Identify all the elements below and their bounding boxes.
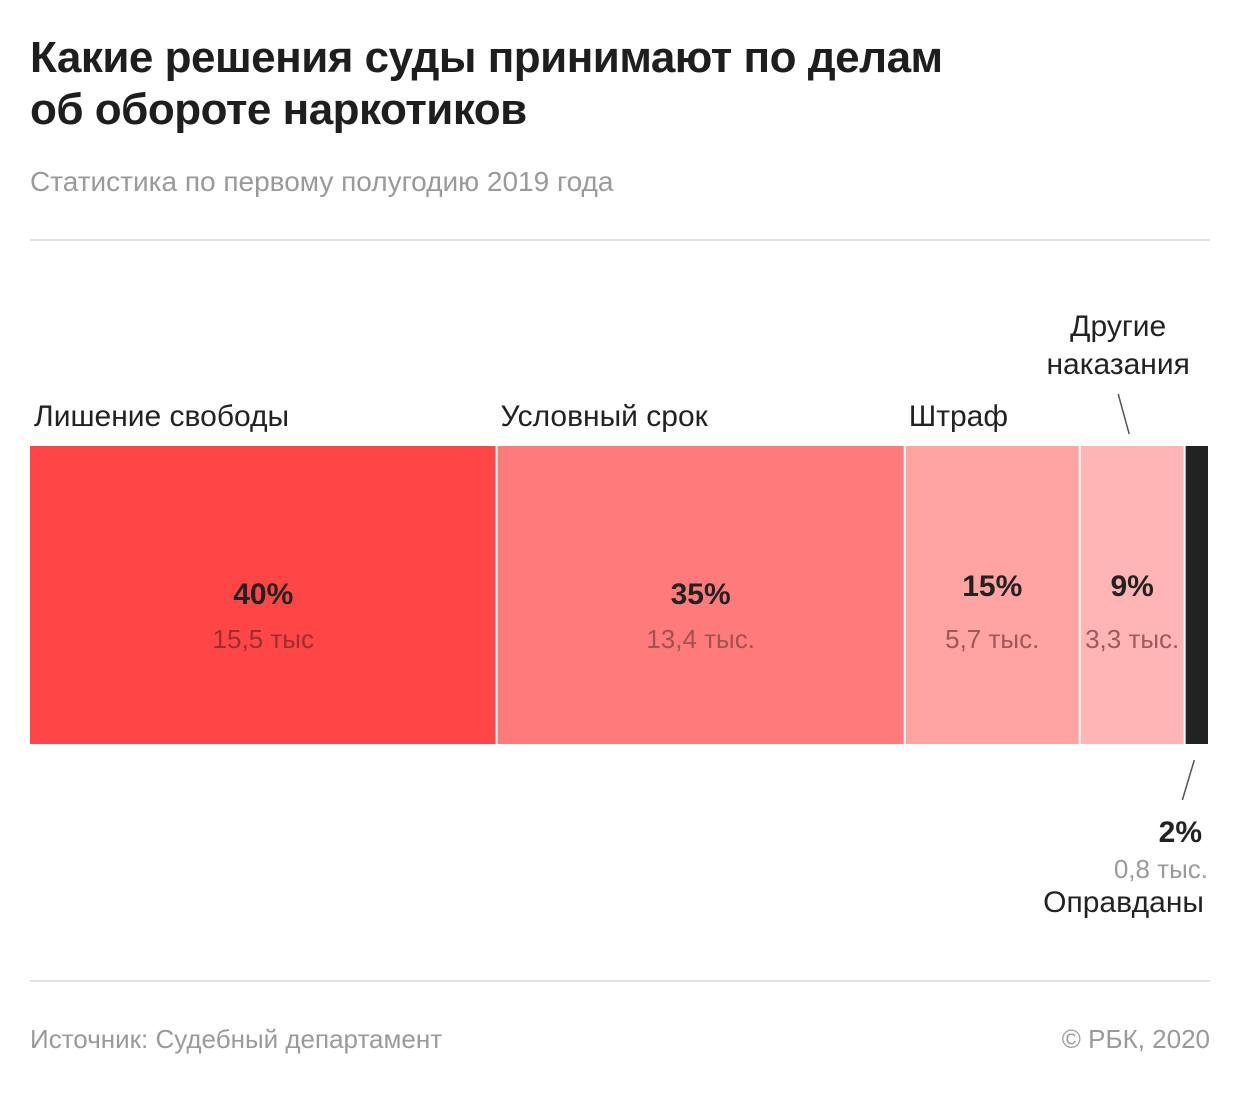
bar-segment-5 [1185,446,1208,744]
chart-subtitle: Статистика по первому полугодию 2019 год… [30,166,614,197]
bar-segment-1 [30,446,496,744]
bar-count-label-2: 13,4 тыс. [646,624,755,654]
callout-line-other [1117,393,1130,435]
category-label-4-line-1: Другие [1070,310,1166,343]
bar-count-label-4: 3,3 тыс. [1085,624,1179,654]
bar-count-label-3: 5,7 тыс. [945,624,1039,654]
category-label-3: Штраф [909,400,1008,433]
bar-value-label-3: 15% [962,570,1022,603]
bar-value-label-2: 35% [671,578,731,611]
copyright-note: © РБК, 2020 [1061,1024,1210,1054]
bottom-divider [30,980,1210,982]
category-label-2: Условный срок [501,400,709,433]
top-divider [30,239,1210,241]
bar-count-label-1: 15,5 тыс [213,624,314,654]
callout-line-acquitted [1181,759,1196,801]
category-label-4-line-2: наказания [1046,348,1189,381]
bar-count-label-5: 0,8 тыс. [1114,854,1208,884]
bar-segment-4 [1080,446,1184,744]
chart-title: Какие решения суды принимают по делам об… [30,32,1210,136]
category-label-5: Оправданы [1043,886,1204,919]
chart-title-line-1: Какие решения суды принимают по делам [30,33,943,82]
bar-segment-2 [497,446,904,744]
chart-title-line-2: об обороте наркотиков [30,85,527,134]
bar-value-label-4: 9% [1111,570,1154,603]
source-note: Источник: Судебный департамент [30,1024,443,1054]
stacked-bar-chart: 40% 15,5 тыс Лишение свободы 35% 13,4 тыс. Ус… [30,310,1208,919]
bar-segment-3 [905,446,1079,744]
category-label-1: Лишение свободы [34,400,289,433]
bar-value-label-5: 2% [1159,816,1202,849]
bar-value-label-1: 40% [233,578,293,611]
